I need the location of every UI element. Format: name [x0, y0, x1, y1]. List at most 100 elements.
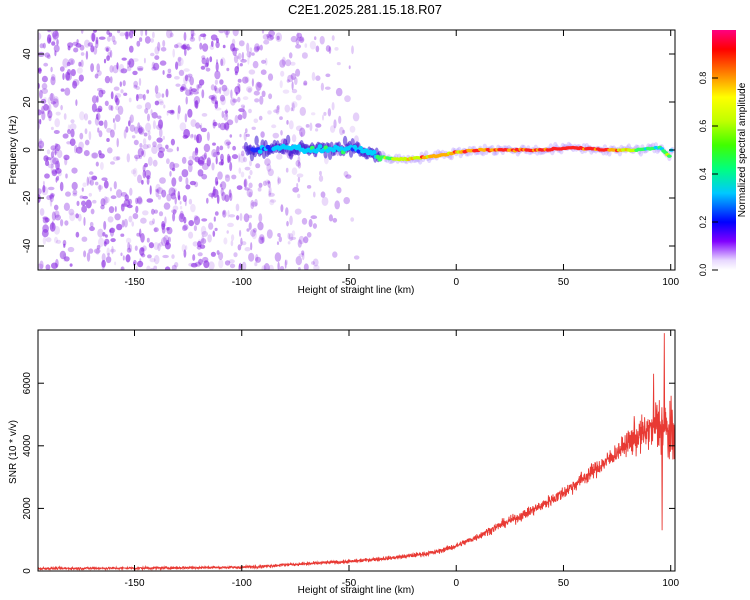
noise-speck: [121, 219, 125, 228]
noise-speck: [83, 150, 90, 157]
noise-speck: [201, 89, 205, 99]
noise-speck: [169, 170, 172, 177]
noise-speck: [298, 36, 305, 43]
noise-speck: [322, 114, 324, 121]
noise-speck: [39, 208, 45, 216]
noise-speck: [240, 171, 245, 178]
noise-speck: [248, 214, 253, 219]
noise-speck: [263, 39, 270, 45]
noise-speck: [228, 214, 236, 218]
noise-speck: [309, 40, 316, 50]
noise-speck: [162, 254, 169, 259]
noise-speck: [120, 266, 124, 270]
noise-speck: [199, 33, 207, 38]
noise-speck: [106, 127, 112, 133]
noise-speck: [153, 62, 160, 71]
noise-speck: [252, 60, 259, 69]
noise-speck: [210, 97, 215, 101]
noise-speck: [112, 65, 119, 74]
noise-speck: [197, 169, 204, 177]
noise-speck: [93, 30, 97, 33]
spectrogram-x-label: Height of straight line (km): [298, 285, 415, 296]
noise-speck: [166, 239, 169, 246]
noise-speck: [142, 144, 149, 150]
noise-speck: [214, 211, 219, 216]
noise-speck: [223, 87, 230, 97]
noise-speck: [198, 258, 203, 265]
noise-speck: [115, 97, 120, 106]
noise-speck: [289, 215, 293, 226]
noise-speck: [171, 177, 177, 187]
noise-speck: [304, 43, 308, 48]
noise-speck: [225, 108, 228, 118]
noise-speck: [55, 160, 60, 170]
noise-speck: [166, 148, 174, 153]
noise-speck: [177, 105, 181, 114]
noise-speck: [174, 262, 179, 268]
noise-speck: [248, 175, 251, 180]
noise-speck: [328, 214, 333, 222]
noise-speck: [205, 67, 211, 72]
x-tick-label: 0: [453, 277, 459, 288]
noise-speck: [164, 266, 171, 270]
noise-speck: [211, 149, 218, 158]
noise-speck: [96, 245, 101, 250]
noise-speck: [244, 187, 250, 191]
trace-core: [667, 154, 672, 158]
noise-speck: [156, 137, 163, 143]
noise-speck: [126, 62, 130, 69]
noise-speck: [268, 264, 274, 270]
noise-speck: [294, 77, 298, 85]
noise-speck: [247, 55, 250, 65]
noise-speck: [251, 229, 257, 240]
noise-speck: [212, 230, 216, 237]
colorbar-ticks: 0.0 0.2 0.4 0.6 0.8: [698, 72, 718, 276]
noise-speck: [38, 188, 42, 195]
noise-speck: [162, 135, 165, 140]
noise-speck: [89, 226, 95, 232]
signal-trace-layer: [243, 134, 675, 165]
noise-speck: [181, 156, 187, 164]
noise-speck: [212, 142, 216, 146]
noise-speck: [136, 40, 141, 47]
noise-speck: [276, 105, 280, 110]
noise-speck: [170, 192, 176, 200]
noise-speck: [49, 194, 54, 199]
y-tick-label: 4000: [22, 434, 33, 457]
noise-speck: [175, 61, 179, 70]
noise-speck: [140, 233, 145, 243]
noise-speck: [85, 50, 89, 60]
noise-speck: [132, 167, 138, 177]
noise-speck: [277, 261, 280, 270]
noise-speck: [69, 212, 76, 222]
noise-speck: [229, 192, 233, 202]
noise-speck: [290, 61, 296, 66]
noise-speck: [313, 191, 316, 198]
x-tick-label: -50: [342, 277, 357, 288]
snr-y-axis: 0 2000 4000 6000: [22, 372, 675, 574]
noise-speck: [220, 181, 227, 190]
noise-speck: [124, 194, 129, 201]
noise-speck: [116, 223, 123, 231]
noise-speck: [335, 87, 343, 97]
noise-speck: [259, 95, 264, 105]
noise-speck: [212, 121, 218, 127]
noise-speck: [231, 38, 236, 46]
noise-speck: [194, 100, 199, 109]
noise-speck: [53, 130, 60, 134]
noise-scatter-layer: [38, 30, 360, 270]
noise-speck: [125, 31, 129, 40]
noise-speck: [95, 248, 100, 255]
noise-speck: [69, 263, 73, 267]
noise-speck: [206, 197, 209, 204]
noise-speck: [306, 232, 312, 238]
noise-speck: [66, 141, 72, 145]
noise-speck: [91, 175, 98, 181]
noise-speck: [309, 122, 313, 132]
noise-speck: [184, 74, 189, 82]
noise-speck: [331, 35, 335, 41]
noise-speck: [241, 241, 247, 246]
noise-speck: [169, 32, 174, 38]
noise-speck: [349, 125, 356, 133]
